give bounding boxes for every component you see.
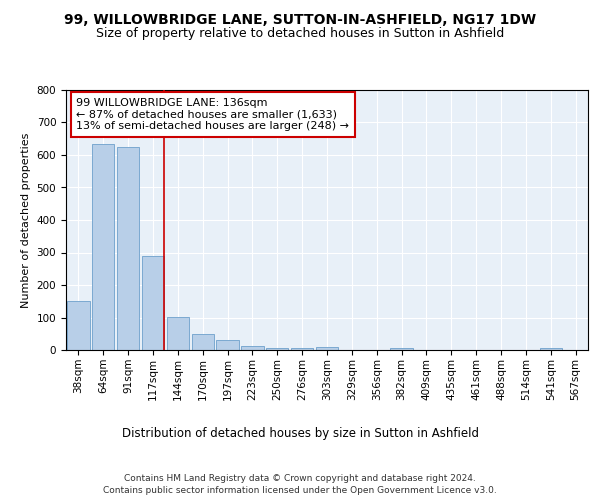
Text: Size of property relative to detached houses in Sutton in Ashfield: Size of property relative to detached ho… [96, 28, 504, 40]
Text: 99 WILLOWBRIDGE LANE: 136sqm
← 87% of detached houses are smaller (1,633)
13% of: 99 WILLOWBRIDGE LANE: 136sqm ← 87% of de… [76, 98, 349, 131]
Bar [167, 316, 189, 350]
Bar [391, 348, 413, 350]
Bar [67, 301, 89, 350]
Text: 99, WILLOWBRIDGE LANE, SUTTON-IN-ASHFIELD, NG17 1DW: 99, WILLOWBRIDGE LANE, SUTTON-IN-ASHFIEL… [64, 12, 536, 26]
Text: Distribution of detached houses by size in Sutton in Ashfield: Distribution of detached houses by size … [121, 428, 479, 440]
Bar [266, 348, 289, 350]
Bar [191, 334, 214, 350]
Bar [539, 348, 562, 350]
Bar [217, 340, 239, 350]
Bar [142, 256, 164, 350]
Bar [291, 348, 313, 350]
Bar [316, 347, 338, 350]
Y-axis label: Number of detached properties: Number of detached properties [21, 132, 31, 308]
Text: Contains HM Land Registry data © Crown copyright and database right 2024.
Contai: Contains HM Land Registry data © Crown c… [103, 474, 497, 495]
Bar [117, 146, 139, 350]
Bar [92, 144, 115, 350]
Bar [241, 346, 263, 350]
